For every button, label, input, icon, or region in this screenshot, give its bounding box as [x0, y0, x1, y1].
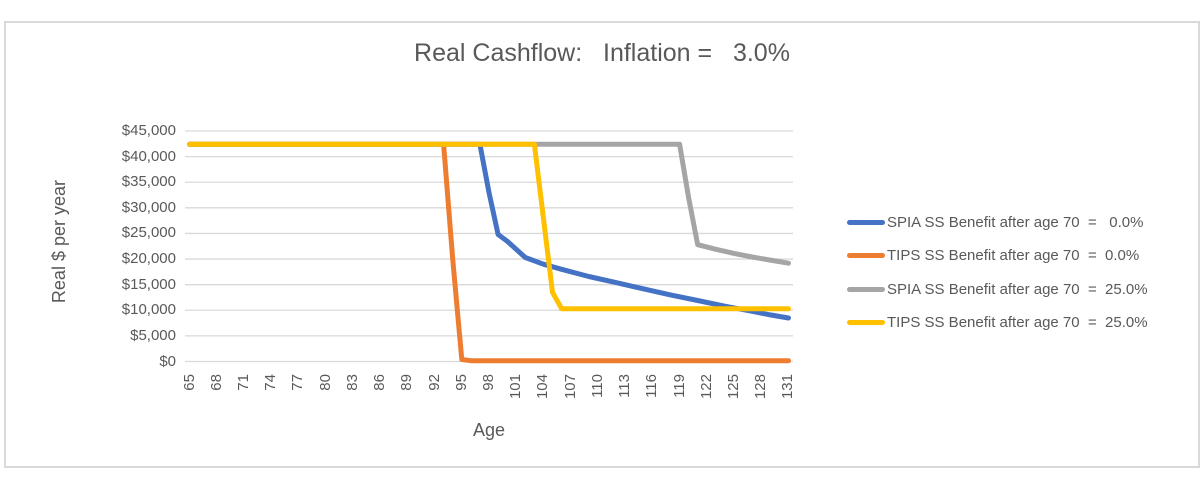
- legend-label: SPIA SS Benefit after age 70 = 0.0%: [887, 213, 1144, 231]
- legend-line-swatch-icon: [847, 286, 885, 292]
- legend-item: TIPS SS Benefit after age 70 = 25.0%: [847, 314, 1148, 332]
- series-line-0: [187, 141, 791, 321]
- legend-item: SPIA SS Benefit after age 70 = 0.0%: [847, 213, 1143, 231]
- chart-title: Real Cashflow: Inflation = 3.0%: [414, 39, 790, 67]
- y-tick-label: $25,000: [121, 224, 176, 242]
- x-tick-label: 86: [371, 374, 389, 391]
- series-line-3: [187, 141, 791, 312]
- y-tick-label: $5,000: [130, 326, 176, 344]
- x-tick-label: 83: [343, 374, 361, 391]
- x-tick-label: 77: [289, 374, 307, 391]
- x-tick-label: 71: [234, 374, 252, 391]
- x-tick-label: 104: [534, 374, 552, 400]
- x-tick-label: 92: [425, 374, 443, 391]
- y-tick-label: $20,000: [121, 250, 176, 268]
- x-tick-label: 113: [616, 374, 634, 398]
- x-tick-label: 116: [643, 374, 661, 398]
- x-tick-label: 122: [697, 374, 715, 400]
- legend-label: TIPS SS Benefit after age 70 = 25.0%: [887, 314, 1148, 331]
- x-tick-label: 74: [262, 374, 280, 391]
- x-tick-label: 119: [670, 374, 688, 398]
- x-tick-label: 110: [588, 374, 606, 398]
- legend-item: TIPS SS Benefit after age 70 = 0.0%: [847, 247, 1139, 265]
- x-tick-label: 89: [398, 374, 416, 391]
- y-tick-label: $10,000: [121, 301, 176, 319]
- x-axis-title: Age: [472, 420, 506, 440]
- y-tick-label: $0: [159, 352, 176, 370]
- legend-line-swatch-icon: [847, 320, 885, 325]
- chart-frame: [4, 21, 1200, 468]
- legend-item: SPIA SS Benefit after age 70 = 25.0%: [847, 280, 1148, 298]
- y-tick-label: $15,000: [121, 275, 176, 293]
- legend-line-swatch-icon: [847, 253, 885, 258]
- plot-area: [185, 130, 793, 364]
- y-tick-label: $35,000: [121, 173, 176, 191]
- legend-label: TIPS SS Benefit after age 70 = 0.0%: [887, 247, 1140, 264]
- legend-line-swatch-icon: [847, 219, 885, 225]
- y-tick-label: $45,000: [121, 122, 176, 139]
- series-line-1: [187, 141, 791, 364]
- y-tick-label: $40,000: [121, 147, 176, 165]
- x-tick-label: 68: [207, 374, 225, 391]
- y-axis-title: Real $ per year: [49, 180, 69, 304]
- x-tick-label: 98: [480, 374, 497, 391]
- x-tick-label: 95: [452, 374, 470, 391]
- x-tick-label: 128: [752, 374, 770, 400]
- x-tick-label: 125: [725, 374, 742, 400]
- legend-label: SPIA SS Benefit after age 70 = 25.0%: [887, 280, 1148, 298]
- x-tick-label: 65: [180, 374, 198, 391]
- y-tick-label: $30,000: [121, 198, 176, 216]
- x-tick-label: 101: [507, 374, 525, 400]
- x-tick-label: 131: [779, 374, 797, 400]
- x-tick-label: 80: [316, 374, 334, 391]
- x-tick-label: 107: [561, 374, 579, 400]
- series-line-2: [187, 141, 791, 266]
